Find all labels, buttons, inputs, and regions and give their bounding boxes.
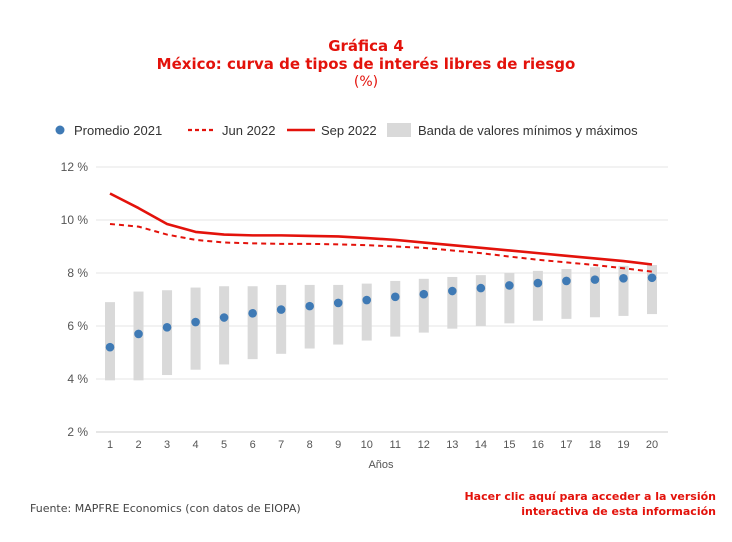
- x-tick-label: 5: [221, 439, 227, 451]
- x-tick-label: 9: [335, 439, 341, 451]
- x-tick-label: 6: [250, 439, 256, 451]
- promedio-2021-point: [590, 275, 600, 284]
- x-tick-label: 2: [135, 439, 141, 451]
- legend-sep-label: Sep 2022: [321, 123, 377, 138]
- x-tick-label: 20: [646, 439, 658, 451]
- cta-line-2[interactable]: interactiva de esta información: [521, 505, 716, 518]
- y-tick-label: 2 %: [67, 425, 88, 439]
- band-bar: [333, 284, 344, 345]
- x-axis: 1 2 3 4 5 6 7 8 9 10 11 12 13 14 15 16 17 18 19 20: [96, 431, 668, 451]
- jun-2022-line: [109, 222, 653, 273]
- band-bar: [219, 286, 230, 365]
- y-tick-label: 10 %: [61, 213, 89, 227]
- promedio-2021-point: [562, 276, 571, 286]
- promedio-2021-point: [248, 308, 257, 318]
- x-tick-label: 3: [164, 439, 170, 451]
- legend-jun-label: Jun 2022: [222, 123, 276, 138]
- y-tick-label: 12 %: [61, 160, 89, 174]
- promedio-2021-point: [134, 329, 143, 339]
- band-bar: [475, 275, 486, 326]
- y-tick-label: 4 %: [67, 372, 88, 386]
- x-tick-label: 14: [475, 439, 487, 451]
- x-tick-label: 18: [589, 439, 601, 451]
- promedio-2021-point: [333, 298, 343, 308]
- band-bar: [418, 278, 429, 333]
- band-bar: [647, 265, 657, 315]
- interactive-version-link[interactable]: Hacer clic aquí para acceder a la versió…: [396, 489, 716, 519]
- band-bar: [247, 286, 258, 360]
- promedio-2021-point: [505, 281, 514, 290]
- y-axis: 2 % 4 % 6 % 8 % 10 % 12 %: [61, 160, 89, 439]
- x-tick-label: 17: [560, 439, 572, 451]
- chart-unit: (%): [353, 74, 379, 90]
- promedio-2021-point: [276, 305, 286, 314]
- band-bar: [618, 265, 629, 316]
- legend: Promedio 2021 Jun 2022 Sep 2022 Banda de…: [55, 123, 638, 138]
- band-bar: [304, 284, 315, 349]
- x-tick-label: 7: [278, 439, 284, 451]
- promedio-2021-point: [191, 317, 200, 327]
- x-tick-label: 16: [532, 439, 544, 451]
- x-tick-label: 13: [446, 439, 458, 451]
- dot-series: [105, 273, 657, 352]
- x-tick-label: 12: [418, 439, 430, 451]
- sep-2022-line: [109, 192, 653, 266]
- x-tick-label: 11: [390, 439, 401, 451]
- legend-promedio-label: Promedio 2021: [74, 123, 162, 138]
- x-tick-label: 8: [307, 439, 313, 451]
- band-bar: [190, 287, 201, 370]
- band-bar: [532, 270, 543, 321]
- promedio-2021-point: [448, 286, 457, 296]
- promedio-2021-point: [362, 295, 372, 305]
- promedio-2021-point: [305, 301, 314, 311]
- band-bar: [276, 284, 287, 354]
- x-tick-label: 10: [361, 439, 373, 451]
- promedio-2021-point: [419, 289, 429, 299]
- promedio-2021-point: [162, 323, 172, 332]
- band-bar: [447, 276, 458, 329]
- band-bar: [162, 290, 173, 376]
- y-tick-label: 6 %: [67, 319, 88, 333]
- band-bar: [390, 280, 401, 337]
- x-axis-title: Años: [368, 459, 394, 471]
- chart-title: Gráfica 4: [328, 37, 404, 55]
- band-series: [105, 265, 657, 381]
- promedio-2021-point: [219, 313, 229, 322]
- line-series: [109, 192, 653, 273]
- x-tick-label: 4: [193, 439, 199, 451]
- x-tick-label: 19: [617, 439, 629, 451]
- y-tick-label: 8 %: [67, 266, 88, 280]
- x-tick-label: 15: [503, 439, 515, 451]
- promedio-2021-point: [105, 342, 115, 352]
- promedio-2021-point: [647, 273, 657, 283]
- legend-band-icon: [387, 123, 411, 137]
- band-bar: [361, 283, 372, 341]
- x-tick-label: 1: [107, 439, 113, 451]
- promedio-2021-point: [390, 292, 400, 302]
- legend-banda-label: Banda de valores mínimos y máximos: [418, 123, 638, 138]
- cta-line-1[interactable]: Hacer clic aquí para acceder a la versió…: [464, 490, 716, 503]
- band-bar: [105, 302, 115, 381]
- band-bar: [504, 273, 515, 324]
- band-bar: [589, 267, 600, 318]
- promedio-2021-point: [476, 283, 486, 293]
- band-bar: [561, 269, 572, 319]
- chart-subtitle: México: curva de tipos de interés libres…: [156, 55, 576, 73]
- promedio-2021-point: [533, 278, 543, 288]
- source-note: Fuente: MAPFRE Economics (con datos de E…: [30, 502, 301, 515]
- grid: [96, 166, 668, 433]
- promedio-2021-point: [619, 274, 628, 283]
- legend-dot-icon: [55, 125, 65, 135]
